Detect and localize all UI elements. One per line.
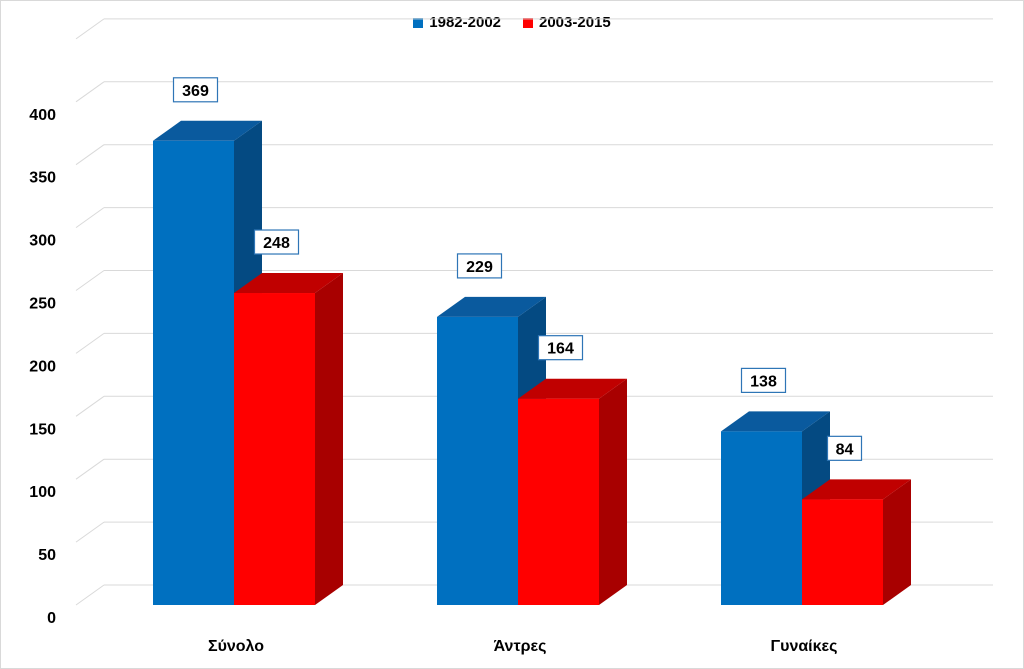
- bar-side: [599, 378, 627, 605]
- data-label: 248: [263, 235, 290, 252]
- y-tick-label: 100: [29, 484, 56, 501]
- legend-swatch-series-1: [413, 17, 424, 28]
- bar: [721, 431, 802, 605]
- data-label-box: [253, 229, 300, 255]
- bar: [802, 499, 883, 605]
- bar: [518, 398, 599, 605]
- legend-item-series-1: 1982-2002: [413, 14, 501, 31]
- data-label-box: [826, 435, 863, 461]
- data-label-box: [537, 335, 584, 361]
- gridline-diagonal: [75, 521, 105, 543]
- y-tick-label: 400: [29, 107, 56, 124]
- bar-side: [315, 273, 343, 605]
- data-label: 84: [836, 441, 854, 458]
- bar: [153, 140, 234, 605]
- y-tick-label: 50: [38, 547, 56, 564]
- legend-swatch-series-2: [523, 17, 533, 28]
- y-tick-label: 0: [47, 610, 56, 627]
- bar-top: [234, 273, 343, 294]
- data-label-box: [740, 367, 787, 393]
- gridline-diagonal: [75, 584, 105, 606]
- bar-top: [721, 411, 830, 432]
- gridline-diagonal: [75, 207, 105, 229]
- bar: [234, 293, 315, 605]
- y-tick-label: 300: [29, 233, 56, 250]
- bar-side: [883, 479, 911, 605]
- legend-label-series-2: 2003-2015: [539, 14, 611, 31]
- data-label: 164: [547, 341, 574, 358]
- data-label-box: [456, 253, 503, 279]
- gridline-diagonal: [75, 332, 105, 354]
- data-label: 229: [466, 259, 493, 276]
- bar-top: [802, 479, 911, 500]
- x-tick-label: Γυναίκες: [771, 638, 838, 655]
- gridline-diagonal: [75, 81, 105, 103]
- legend-label-series-1: 1982-2002: [429, 14, 501, 31]
- bar: [437, 316, 518, 605]
- y-tick-label: 250: [29, 296, 56, 313]
- bar-top: [518, 378, 627, 399]
- data-label: 369: [182, 83, 209, 100]
- data-label: 138: [750, 373, 777, 390]
- data-label-box: [172, 77, 219, 103]
- legend: 1982-2002 2003-2015: [0, 14, 1024, 31]
- gridline-diagonal: [75, 270, 105, 291]
- y-tick-label: 150: [29, 421, 56, 438]
- x-tick-label: Σύνολο: [208, 638, 264, 655]
- y-tick-label: 350: [29, 170, 56, 187]
- gridline-diagonal: [75, 144, 105, 166]
- gridline-diagonal: [75, 395, 105, 417]
- bar-top: [153, 120, 262, 141]
- y-tick-label: 200: [29, 358, 56, 375]
- gridline-diagonal: [75, 18, 105, 40]
- legend-item-series-2: 2003-2015: [523, 14, 611, 31]
- gridline-diagonal: [75, 458, 105, 480]
- x-tick-label: Άντρες: [494, 638, 547, 655]
- bar-top: [437, 296, 546, 317]
